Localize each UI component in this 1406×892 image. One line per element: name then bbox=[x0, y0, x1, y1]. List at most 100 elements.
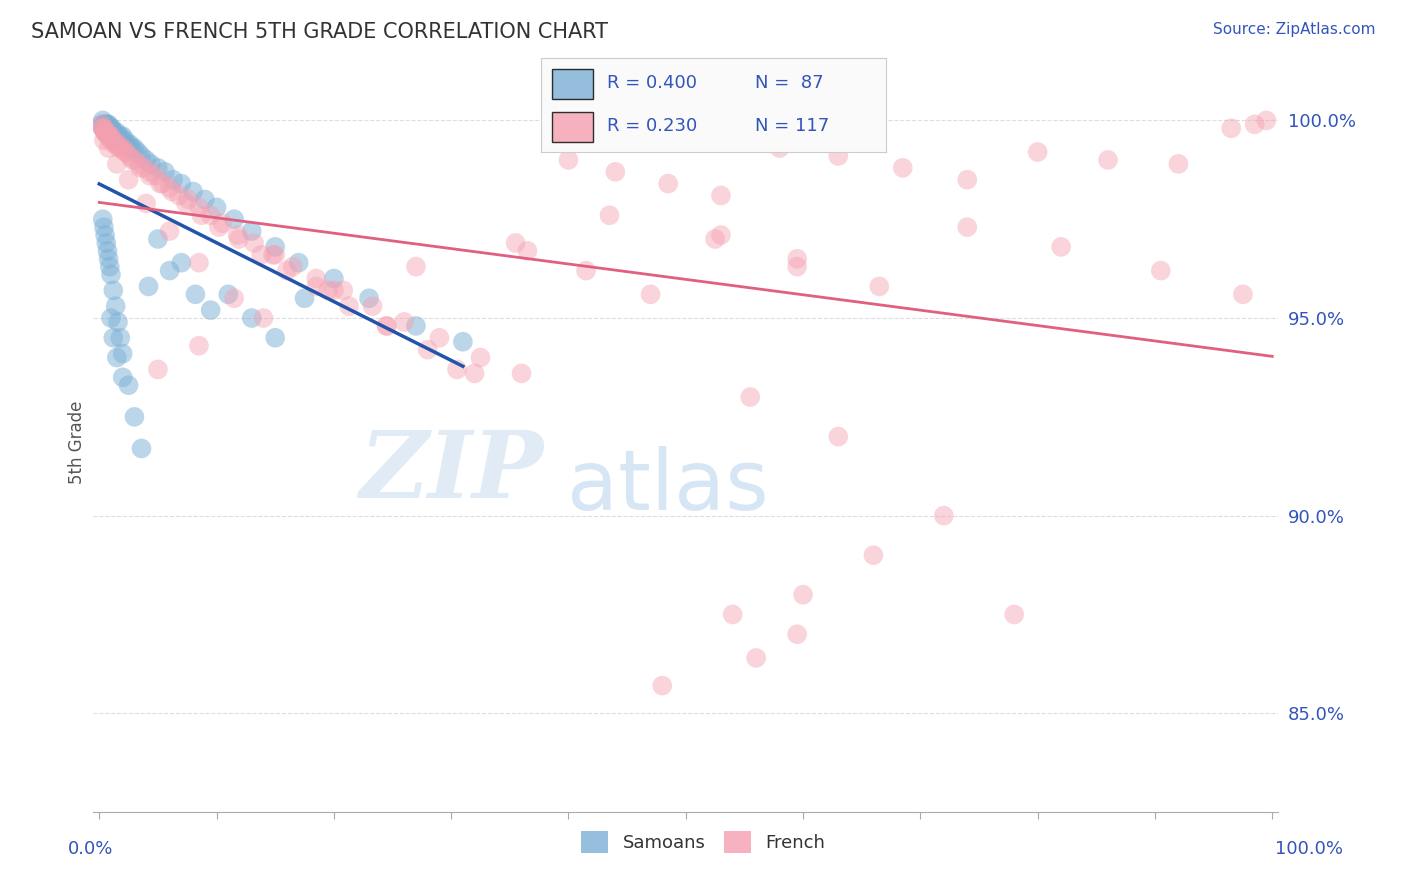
Point bbox=[101, 129, 124, 144]
Point bbox=[103, 331, 125, 345]
Point bbox=[305, 279, 328, 293]
Point bbox=[516, 244, 538, 258]
Point bbox=[117, 137, 139, 152]
Point bbox=[710, 227, 733, 242]
Text: R = 0.400: R = 0.400 bbox=[607, 74, 697, 92]
Point bbox=[375, 318, 398, 333]
Point bbox=[96, 117, 118, 131]
Point bbox=[184, 287, 207, 301]
Point bbox=[91, 121, 114, 136]
Point bbox=[181, 185, 204, 199]
Point bbox=[93, 133, 115, 147]
Point bbox=[110, 129, 132, 144]
Point bbox=[100, 125, 122, 139]
Point bbox=[599, 208, 621, 222]
Point bbox=[96, 117, 118, 131]
Point bbox=[332, 284, 354, 298]
Point bbox=[100, 268, 122, 282]
Text: R = 0.230: R = 0.230 bbox=[607, 118, 697, 136]
Point bbox=[149, 177, 172, 191]
Point bbox=[1026, 145, 1049, 159]
Point bbox=[103, 125, 125, 139]
Point bbox=[98, 121, 121, 136]
Point bbox=[361, 299, 384, 313]
Point bbox=[217, 287, 239, 301]
FancyBboxPatch shape bbox=[551, 70, 593, 99]
Point bbox=[111, 370, 134, 384]
Point bbox=[153, 165, 176, 179]
Point bbox=[117, 378, 139, 392]
Point bbox=[956, 172, 979, 186]
Point bbox=[91, 121, 114, 136]
Point bbox=[721, 607, 744, 622]
Point bbox=[105, 351, 128, 365]
Point bbox=[128, 157, 150, 171]
Point bbox=[316, 284, 339, 298]
Point bbox=[93, 117, 115, 131]
Point bbox=[110, 331, 132, 345]
Point bbox=[94, 125, 117, 139]
Point bbox=[146, 161, 169, 175]
Point bbox=[107, 137, 129, 152]
Point bbox=[605, 165, 627, 179]
Point bbox=[264, 240, 287, 254]
Point bbox=[146, 362, 169, 376]
Point bbox=[174, 196, 197, 211]
Point bbox=[170, 256, 193, 270]
Point bbox=[827, 149, 849, 163]
Point bbox=[224, 212, 246, 227]
Point bbox=[868, 279, 890, 293]
Point bbox=[1220, 121, 1243, 136]
Point bbox=[90, 117, 112, 131]
Point bbox=[115, 145, 138, 159]
Point bbox=[94, 117, 117, 131]
Point bbox=[786, 627, 808, 641]
Point bbox=[127, 145, 149, 159]
Point bbox=[167, 188, 190, 202]
Point bbox=[446, 362, 468, 376]
Point bbox=[138, 165, 160, 179]
Point bbox=[138, 279, 160, 293]
Point bbox=[240, 311, 263, 326]
Point bbox=[264, 331, 287, 345]
Point bbox=[294, 291, 316, 305]
Point bbox=[510, 367, 533, 381]
Point bbox=[287, 256, 309, 270]
Point bbox=[322, 284, 344, 298]
Point bbox=[108, 133, 131, 147]
Point bbox=[162, 172, 184, 186]
Point bbox=[146, 232, 169, 246]
Point bbox=[416, 343, 439, 357]
Point bbox=[932, 508, 955, 523]
Point bbox=[96, 244, 118, 258]
Point bbox=[322, 271, 344, 285]
Point bbox=[107, 129, 129, 144]
Point bbox=[96, 125, 118, 139]
Point bbox=[97, 121, 120, 136]
Point bbox=[98, 129, 121, 144]
Point bbox=[104, 129, 127, 144]
Point bbox=[100, 311, 122, 326]
Point bbox=[252, 311, 274, 326]
Point bbox=[187, 256, 209, 270]
Point bbox=[827, 429, 849, 443]
Point bbox=[1256, 113, 1278, 128]
Point bbox=[357, 291, 380, 305]
Point bbox=[100, 129, 122, 144]
Point bbox=[94, 227, 117, 242]
Point bbox=[135, 196, 157, 211]
Point bbox=[118, 149, 141, 163]
Point bbox=[194, 193, 217, 207]
Point bbox=[97, 141, 120, 155]
Point bbox=[117, 172, 139, 186]
Point bbox=[862, 548, 884, 562]
Point bbox=[121, 153, 143, 167]
Point bbox=[145, 169, 167, 183]
Point bbox=[104, 299, 127, 313]
Point bbox=[124, 409, 146, 424]
Point bbox=[200, 303, 222, 318]
Point bbox=[105, 157, 128, 171]
Point bbox=[93, 121, 115, 136]
Point bbox=[103, 133, 125, 147]
Point bbox=[228, 232, 250, 246]
